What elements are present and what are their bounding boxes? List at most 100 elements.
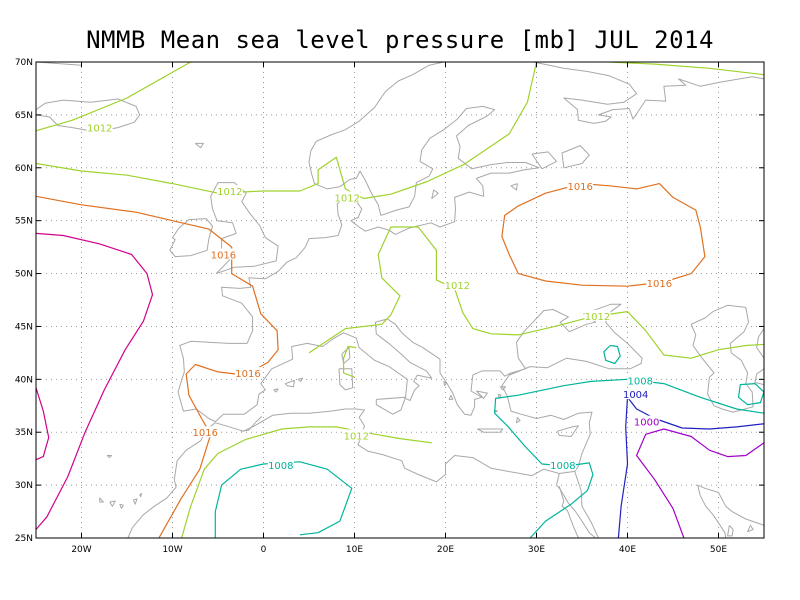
isobar-1012 [36, 62, 191, 132]
x-tick-label: 20E [437, 545, 454, 555]
coastline [754, 368, 764, 386]
coastline [127, 303, 643, 538]
coastline [580, 490, 599, 538]
isobar-label-bg [567, 179, 594, 191]
isobar-label: 1012 [334, 193, 359, 204]
coastline [106, 455, 112, 459]
isobar-label-bg [646, 277, 673, 289]
isobar-contours [36, 62, 764, 538]
isobar-label-bg [633, 415, 660, 427]
isobar-1008 [737, 383, 764, 406]
coastline [697, 484, 764, 526]
coastline [499, 386, 507, 391]
coastline [431, 189, 439, 199]
coastline [338, 368, 354, 391]
coastline [297, 377, 304, 382]
isobar-label-bg [267, 459, 294, 471]
coastline [99, 497, 104, 503]
x-tick-label: 40E [619, 545, 636, 555]
isobar-label-bg [343, 429, 370, 441]
x-tick-label: 30E [528, 545, 545, 555]
coastline [119, 503, 124, 509]
coastline [477, 428, 504, 433]
coastline [36, 98, 141, 133]
y-tick-label: 50N [15, 270, 33, 280]
isobar-1016 [501, 183, 706, 287]
coastline [727, 524, 734, 537]
isobar-1020 [36, 232, 154, 530]
isobar-1008 [214, 461, 353, 538]
coastline [443, 381, 447, 387]
x-tick-label: 0 [261, 545, 267, 555]
isobar-label: 1008 [268, 461, 293, 472]
lat-lon-grid [36, 62, 764, 538]
isobar-label: 1012 [445, 281, 470, 292]
coastline [497, 393, 502, 399]
coastline [574, 471, 582, 491]
isobar-label: 1012 [344, 431, 369, 442]
coastline [109, 500, 116, 507]
coastline [221, 62, 540, 344]
coastline [132, 498, 138, 505]
coastline [747, 525, 754, 533]
isobar-label: 1016 [211, 251, 236, 262]
isobar-label-bg [622, 388, 649, 400]
isobar-label-bg [444, 279, 471, 291]
coastline [561, 145, 590, 169]
isobar-label-bg [216, 185, 243, 197]
coastline [476, 390, 488, 399]
isobar-label: 1012 [87, 124, 112, 135]
y-tick-label: 65N [15, 111, 33, 121]
coastline [36, 62, 82, 66]
y-tick-label: 35N [15, 428, 33, 438]
isobar-label: 1012 [217, 187, 242, 198]
y-tick-label: 55N [15, 217, 33, 227]
x-tick-label: 20W [71, 545, 91, 555]
coastline [448, 394, 454, 400]
isobar-label-bg [584, 309, 611, 321]
y-tick-label: 70N [15, 58, 33, 68]
coastline [139, 493, 143, 498]
coastline [210, 182, 279, 275]
isobar-label: 1016 [235, 369, 260, 380]
y-tick-label: 30N [15, 481, 33, 491]
isobar-label-bg [235, 366, 262, 378]
isobar-1012 [181, 426, 432, 538]
isobar-1016 [36, 195, 279, 538]
isobar-label: 1008 [550, 461, 575, 472]
isobar-1020 [36, 387, 50, 461]
coastline [556, 473, 596, 538]
isobar-label: 1000 [634, 418, 659, 429]
coastline [194, 142, 204, 149]
isobar-1012 [343, 345, 357, 378]
coastline [481, 62, 764, 124]
map-title: NMMB Mean sea level pressure [mb] JUL 20… [86, 26, 714, 54]
x-tick-label: 50E [710, 545, 727, 555]
coastline [375, 396, 406, 415]
coastline [516, 417, 521, 424]
x-tick-label: 10W [162, 545, 182, 555]
isobar-label-bg [86, 121, 113, 133]
coastline [756, 328, 764, 359]
coastline [556, 425, 579, 437]
isobar-1012 [308, 226, 764, 359]
isobar-label-bg [192, 426, 219, 438]
isobar-1000 [636, 428, 764, 538]
coastline [510, 183, 518, 191]
isobar-1004 [617, 396, 764, 538]
isobar-label: 1012 [585, 312, 610, 323]
isobar-label: 1016 [647, 279, 672, 290]
y-tick-label: 40N [15, 375, 33, 385]
coastline [169, 218, 213, 258]
isobar-1012 [609, 62, 764, 76]
map-frame [35, 61, 765, 539]
isobar-label: 1016 [567, 182, 592, 193]
coastline [697, 484, 727, 538]
isobar-1012 [36, 62, 538, 200]
isobar-label: 1008 [628, 376, 653, 387]
isobar-label-bg [627, 374, 654, 386]
isobar-label-bg [334, 191, 361, 203]
isobar-label-bg [549, 459, 576, 471]
coastline [284, 379, 295, 388]
y-tick-label: 25N [15, 534, 33, 544]
